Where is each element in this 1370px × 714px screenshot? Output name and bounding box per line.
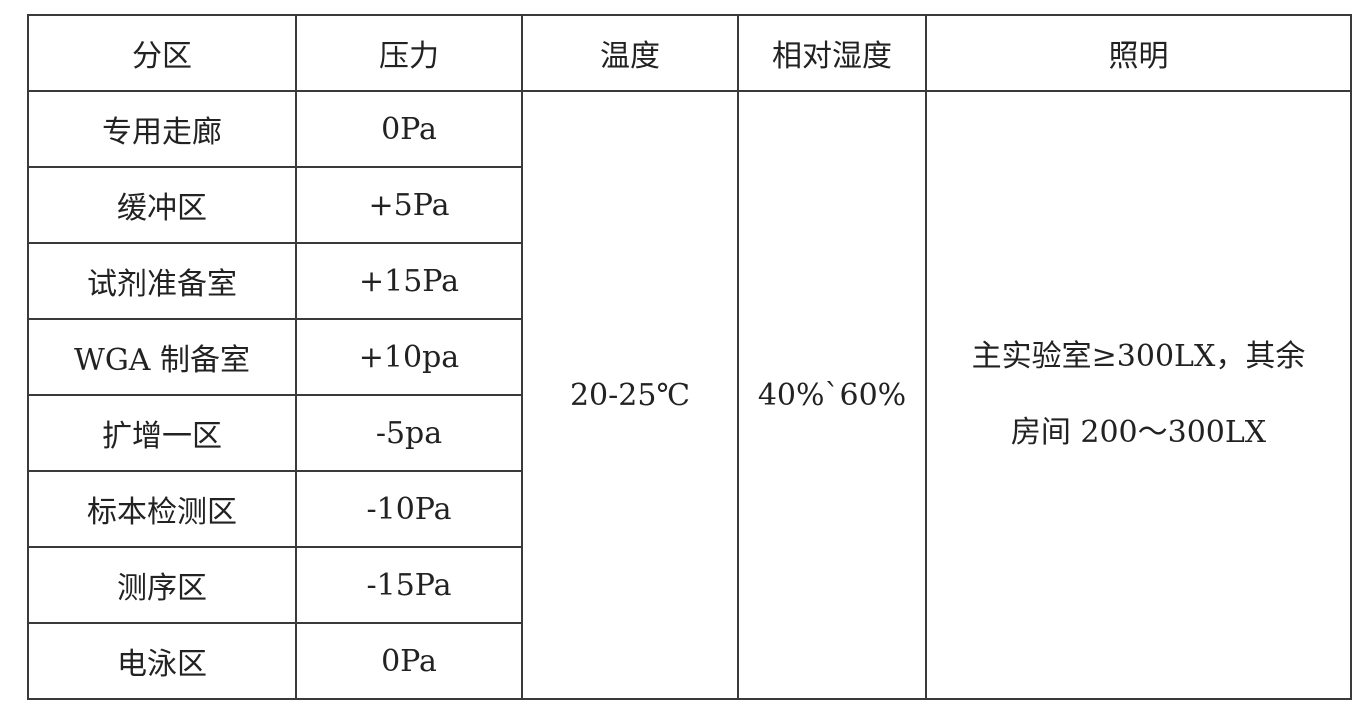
zone-cell: 电泳区 [27, 622, 297, 700]
table-row: 试剂准备室 +15Pa [27, 242, 1351, 320]
environment-requirements-table: 分区 压力 温度 相对湿度 照明 专用走廊 0Pa 20-25℃ 40%`60%… [27, 14, 1352, 700]
header-temperature: 温度 [521, 14, 739, 92]
zone-cell: 缓冲区 [27, 166, 297, 244]
table-row: 扩增一区 -5pa [27, 394, 1351, 472]
zone-cell: 试剂准备室 [27, 242, 297, 320]
temperature-cell: 20-25℃ [521, 90, 739, 700]
pressure-cell: -10Pa [295, 470, 523, 548]
table-row: WGA 制备室 +10pa [27, 318, 1351, 396]
zone-cell: 测序区 [27, 546, 297, 624]
table-row: 缓冲区 +5Pa [27, 166, 1351, 244]
header-humidity: 相对湿度 [737, 14, 927, 92]
pressure-cell: +15Pa [295, 242, 523, 320]
header-pressure: 压力 [295, 14, 523, 92]
lighting-cell: 主实验室≥300LX，其余 房间 200～300LX [925, 90, 1352, 700]
lighting-line-1: 主实验室≥300LX，其余 [971, 339, 1306, 374]
zone-cell: 专用走廊 [27, 90, 297, 168]
header-zone: 分区 [27, 14, 297, 92]
zone-cell: 扩增一区 [27, 394, 297, 472]
pressure-cell: -15Pa [295, 546, 523, 624]
lighting-line-2: 房间 200～300LX [1010, 415, 1267, 450]
pressure-cell: 0Pa [295, 90, 523, 168]
header-lighting: 照明 [925, 14, 1352, 92]
pressure-cell: +10pa [295, 318, 523, 396]
table-row: 测序区 -15Pa [27, 546, 1351, 624]
humidity-cell: 40%`60% [737, 90, 927, 700]
zone-cell: WGA 制备室 [27, 318, 297, 396]
table-row: 专用走廊 0Pa 20-25℃ 40%`60% 主实验室≥300LX，其余 房间… [27, 90, 1352, 700]
table-row: 标本检测区 -10Pa [27, 470, 1351, 548]
table-row: 电泳区 0Pa [27, 622, 1351, 700]
header-row: 分区 压力 温度 相对湿度 照明 [27, 14, 1352, 92]
pressure-cell: +5Pa [295, 166, 523, 244]
pressure-cell: 0Pa [295, 622, 523, 700]
zone-cell: 标本检测区 [27, 470, 297, 548]
pressure-cell: -5pa [295, 394, 523, 472]
